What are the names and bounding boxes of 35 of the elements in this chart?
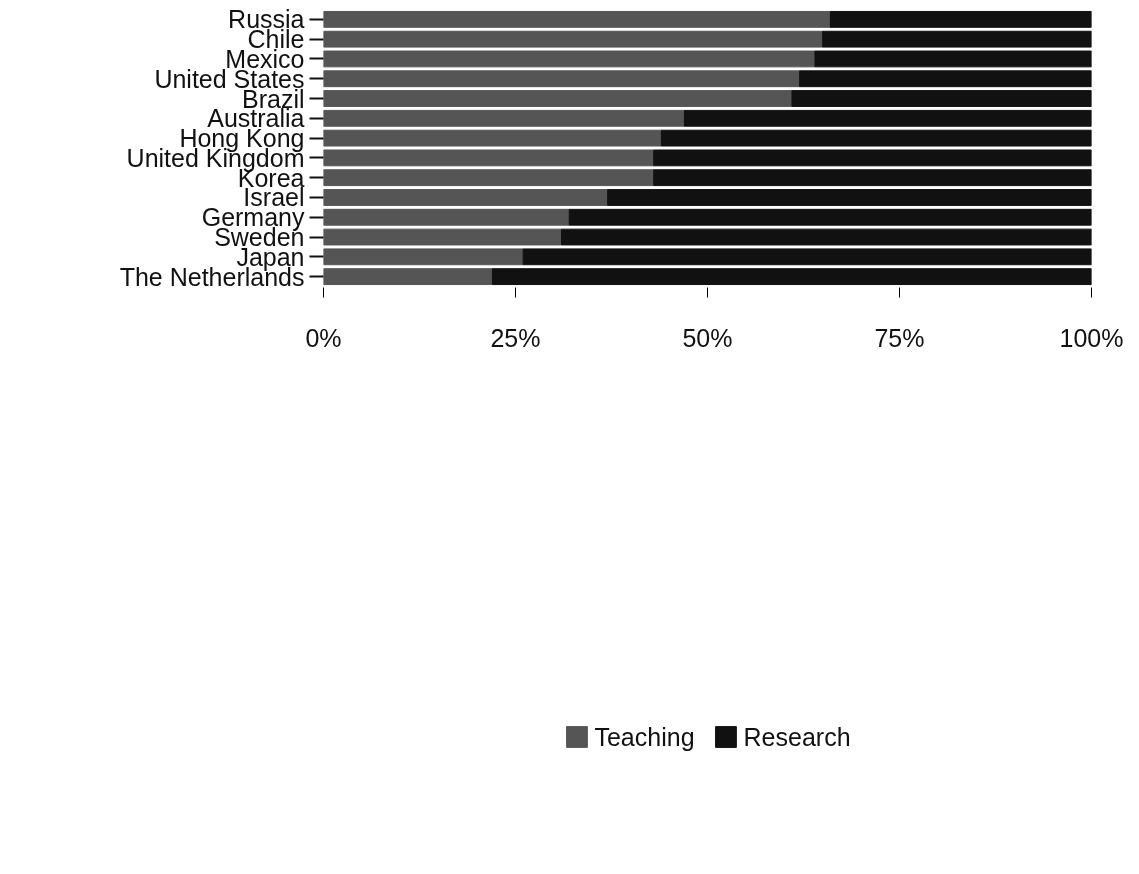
bar xyxy=(653,169,1092,187)
x-tick-label: 50% xyxy=(682,323,733,352)
bar xyxy=(323,90,793,107)
legend-label: Teaching xyxy=(594,722,695,752)
bar xyxy=(323,10,831,28)
legend-label: Research xyxy=(743,722,851,752)
bar xyxy=(323,50,816,68)
bar xyxy=(491,268,1092,286)
bar xyxy=(814,50,1092,68)
x-tick-label: 75% xyxy=(874,323,925,352)
bar xyxy=(791,90,1092,107)
bar xyxy=(829,10,1092,28)
bar xyxy=(323,268,493,286)
x-tick-label: 0% xyxy=(305,323,342,352)
bar xyxy=(568,208,1092,226)
bar xyxy=(323,208,570,226)
bar xyxy=(323,109,685,127)
x-tick-label: 25% xyxy=(490,323,541,352)
bar xyxy=(653,149,1092,167)
bar xyxy=(323,70,801,88)
bar xyxy=(799,70,1092,88)
bar xyxy=(660,129,1092,147)
bar xyxy=(323,189,609,206)
bar xyxy=(683,109,1092,127)
bar xyxy=(323,129,662,147)
x-tick-label: 100% xyxy=(1059,323,1124,352)
bar xyxy=(561,228,1092,246)
bar xyxy=(323,30,824,48)
bar xyxy=(323,248,524,266)
bar xyxy=(607,189,1092,206)
bar xyxy=(323,228,563,246)
bar xyxy=(522,248,1092,266)
bar xyxy=(323,169,655,187)
bar xyxy=(822,30,1092,48)
bar xyxy=(323,149,655,167)
